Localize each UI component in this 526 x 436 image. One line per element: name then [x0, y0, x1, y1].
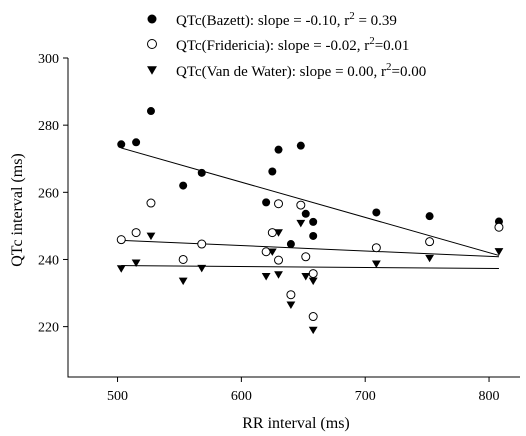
point-series-1 — [274, 199, 284, 209]
x-tick-label: 600 — [231, 389, 252, 404]
point-series-2 — [116, 265, 126, 273]
legend: QTc(Bazett): slope = -0.10, r2 = 0.39 QTc… — [147, 10, 426, 80]
point-series-0 — [425, 212, 434, 221]
point-series-2 — [131, 259, 141, 268]
point-series-2 — [286, 301, 296, 309]
point-series-0 — [372, 208, 381, 217]
y-tick-label: 240 — [38, 253, 59, 268]
point-series-0 — [132, 138, 141, 147]
point-series-2 — [178, 277, 188, 286]
point-series-2 — [308, 277, 318, 286]
point-series-2 — [261, 272, 271, 281]
point-series-2 — [371, 260, 381, 269]
y-tick-label: 260 — [38, 186, 59, 201]
x-axis-label: RR interval (ms) — [242, 415, 350, 432]
y-tick-label: 280 — [38, 119, 59, 134]
regression-lines — [121, 147, 500, 270]
point-series-1 — [494, 222, 504, 232]
point-series-1 — [301, 252, 311, 262]
point-series-2 — [308, 326, 318, 335]
point-series-2 — [146, 232, 156, 241]
legend-marker-2 — [147, 66, 157, 75]
point-series-2 — [425, 254, 434, 263]
x-tick-label: 700 — [355, 389, 376, 404]
point-series-0 — [301, 209, 310, 218]
point-series-2 — [296, 219, 306, 228]
y-tick-label: 220 — [38, 321, 59, 336]
y-tick-label: 300 — [38, 52, 59, 67]
point-series-1 — [308, 312, 318, 322]
point-series-0 — [309, 231, 318, 240]
point-series-1 — [178, 254, 188, 264]
x-tick-label: 800 — [479, 389, 500, 404]
point-series-1 — [131, 228, 141, 238]
point-series-0 — [179, 181, 188, 190]
point-series-0 — [197, 168, 206, 177]
point-series-1 — [197, 239, 207, 249]
point-series-0 — [262, 198, 271, 207]
fit-line-2 — [121, 265, 499, 270]
point-series-0 — [274, 145, 283, 154]
point-series-2 — [274, 271, 283, 279]
point-series-1 — [308, 269, 318, 279]
point-series-1 — [296, 200, 306, 210]
legend-marker-1 — [147, 39, 157, 49]
y-axis-label: QTc interval (ms) — [9, 153, 26, 267]
fit-line-1 — [121, 239, 499, 258]
point-series-2 — [494, 248, 504, 256]
point-series-0 — [117, 140, 126, 149]
legend-label-1: QTc(Fridericia): slope = -0.02, r2=0.01 — [176, 35, 409, 54]
data-points — [116, 107, 504, 335]
point-series-0 — [146, 107, 155, 116]
legend-label-2: QTc(Van de Water): slope = 0.00, r2=0.00 — [176, 61, 426, 80]
point-series-1 — [425, 237, 435, 247]
legend-label-0: QTc(Bazett): slope = -0.10, r2 = 0.39 — [176, 10, 397, 29]
point-series-1 — [371, 243, 381, 253]
fit-line-0 — [121, 147, 500, 256]
point-series-0 — [286, 240, 295, 249]
legend-marker-0 — [147, 14, 157, 24]
point-series-0 — [296, 141, 305, 150]
point-series-2 — [267, 248, 277, 256]
point-series-0 — [309, 217, 318, 226]
point-series-1 — [146, 198, 156, 208]
x-tick-label: 500 — [107, 389, 128, 404]
point-series-1 — [274, 255, 284, 265]
point-series-1 — [286, 290, 296, 300]
point-series-1 — [116, 235, 126, 245]
point-series-2 — [301, 272, 311, 281]
axes: 500 600 700 800 220 240 260 280 300 — [38, 52, 520, 404]
point-series-2 — [274, 229, 283, 237]
point-series-0 — [268, 167, 277, 176]
axis-lines — [67, 58, 520, 378]
point-series-2 — [197, 264, 207, 273]
